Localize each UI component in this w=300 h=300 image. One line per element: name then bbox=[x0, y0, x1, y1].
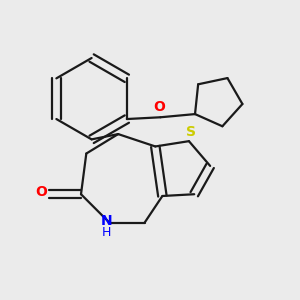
Text: N: N bbox=[101, 214, 112, 228]
Text: S: S bbox=[186, 125, 196, 139]
Text: H: H bbox=[102, 226, 111, 239]
Text: O: O bbox=[35, 185, 47, 200]
Text: O: O bbox=[153, 100, 165, 114]
